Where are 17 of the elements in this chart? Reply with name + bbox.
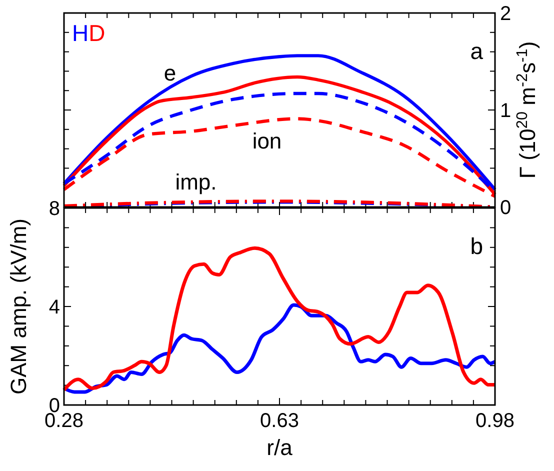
y-tick-label: 8	[48, 198, 60, 220]
x-tick-label: 0.63	[260, 410, 299, 432]
annotation: e	[164, 60, 176, 86]
annotation: b	[470, 233, 483, 260]
annotation: ion	[252, 128, 282, 154]
y-tick-label: 1	[500, 100, 512, 122]
y-tick-label: 4	[48, 296, 60, 318]
y-tick-label: 0	[500, 197, 512, 219]
x-axis-title: r/a	[266, 435, 294, 460]
x-tick-label: 0.98	[476, 410, 514, 432]
y-tick-label: 2	[500, 3, 512, 25]
text: D	[88, 20, 106, 46]
y-axis-title: GAM amp. (kV/m)	[6, 218, 31, 395]
text: H	[72, 20, 89, 46]
annotation: imp.	[175, 170, 217, 195]
annotation: a	[470, 38, 484, 64]
line-series	[62, 303, 497, 394]
